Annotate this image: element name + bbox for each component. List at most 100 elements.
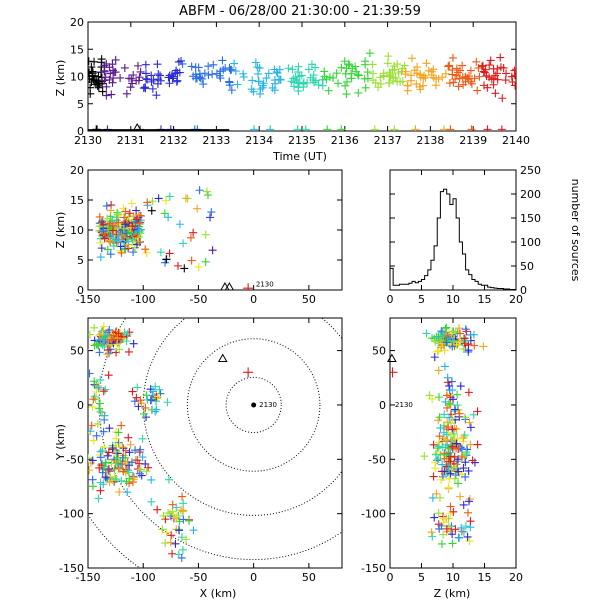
source-point (294, 68, 303, 77)
source-point (454, 68, 463, 77)
source-point (200, 69, 209, 78)
source-point (117, 248, 126, 257)
source-point (218, 56, 227, 65)
source-point (133, 383, 142, 392)
source-point (431, 337, 440, 346)
source-point (114, 210, 123, 219)
source-point (450, 452, 459, 461)
source-point (337, 125, 346, 131)
y-tick-label: 0 (77, 399, 84, 412)
source-point (88, 456, 97, 465)
source-point (444, 463, 453, 472)
source-point (469, 330, 478, 339)
source-point (96, 486, 105, 495)
source-point (254, 77, 263, 86)
source-point (435, 393, 444, 402)
source-point (444, 399, 453, 408)
source-point (489, 74, 498, 83)
source-point (103, 245, 112, 254)
source-point (105, 424, 114, 433)
source-point (334, 79, 343, 88)
source-point (113, 340, 122, 349)
source-point (284, 64, 293, 73)
source-point (461, 472, 470, 481)
source-point (440, 449, 449, 458)
source-point (446, 502, 455, 511)
source-point (254, 69, 263, 78)
source-point (233, 80, 242, 89)
x-tick-label: -50 (189, 293, 207, 306)
source-point (88, 432, 92, 434)
source-point (189, 228, 198, 237)
source-point (202, 187, 211, 196)
source-point (105, 219, 114, 228)
source-point (418, 81, 427, 90)
source-point (133, 456, 142, 465)
source-point (154, 194, 163, 203)
source-point (94, 383, 103, 392)
source-point (111, 475, 120, 484)
source-point (108, 78, 117, 87)
source-point (231, 67, 240, 76)
source-point (156, 71, 165, 80)
y-tick-label: 0 (520, 284, 527, 297)
source-point (138, 434, 147, 443)
source-point (93, 81, 102, 90)
source-point (253, 63, 262, 72)
source-point (115, 487, 124, 496)
source-point (448, 530, 457, 539)
source-point (463, 532, 472, 541)
source-point (461, 325, 470, 334)
source-point (112, 453, 121, 462)
y-tick-label: -100 (361, 508, 386, 521)
source-point (458, 451, 467, 460)
source-point (434, 442, 443, 451)
source-point (438, 460, 447, 469)
source-point (178, 492, 187, 501)
source-point (108, 444, 117, 453)
source-point (442, 338, 451, 347)
source-point (448, 53, 457, 62)
source-point (287, 77, 296, 86)
plot-area (88, 318, 342, 568)
source-point (113, 208, 122, 217)
source-point (337, 63, 346, 72)
source-point (136, 67, 145, 76)
source-point (221, 64, 230, 73)
source-point (142, 248, 151, 257)
source-point (136, 465, 145, 474)
source-point (430, 513, 439, 522)
source-point (94, 494, 103, 503)
source-point (100, 61, 109, 70)
x-tick-label: -150 (76, 571, 101, 584)
source-point (172, 503, 181, 512)
station-marker (132, 122, 143, 132)
source-point (178, 545, 187, 554)
plot-area (88, 49, 516, 131)
source-point (459, 527, 468, 536)
x-tick-label: 5 (418, 293, 425, 306)
time-axis-label: Time (UT) (272, 150, 327, 163)
source-point (474, 64, 483, 73)
source-point (293, 125, 302, 131)
source-point (161, 258, 170, 267)
source-point (425, 391, 434, 400)
source-point (124, 466, 133, 475)
source-point (293, 78, 302, 87)
source-point (132, 215, 141, 224)
source-point (100, 411, 109, 420)
source-point (259, 81, 268, 90)
source-point (465, 495, 474, 504)
source-point (201, 257, 210, 266)
source-point (502, 69, 511, 78)
source-point (88, 402, 97, 411)
source-point (165, 509, 174, 518)
source-point (180, 264, 189, 273)
source-point (132, 76, 141, 85)
source-point (95, 330, 104, 339)
source-point (475, 72, 484, 81)
source-point (117, 421, 126, 430)
source-point (438, 73, 447, 82)
source-point (466, 423, 475, 432)
source-point (116, 460, 125, 469)
